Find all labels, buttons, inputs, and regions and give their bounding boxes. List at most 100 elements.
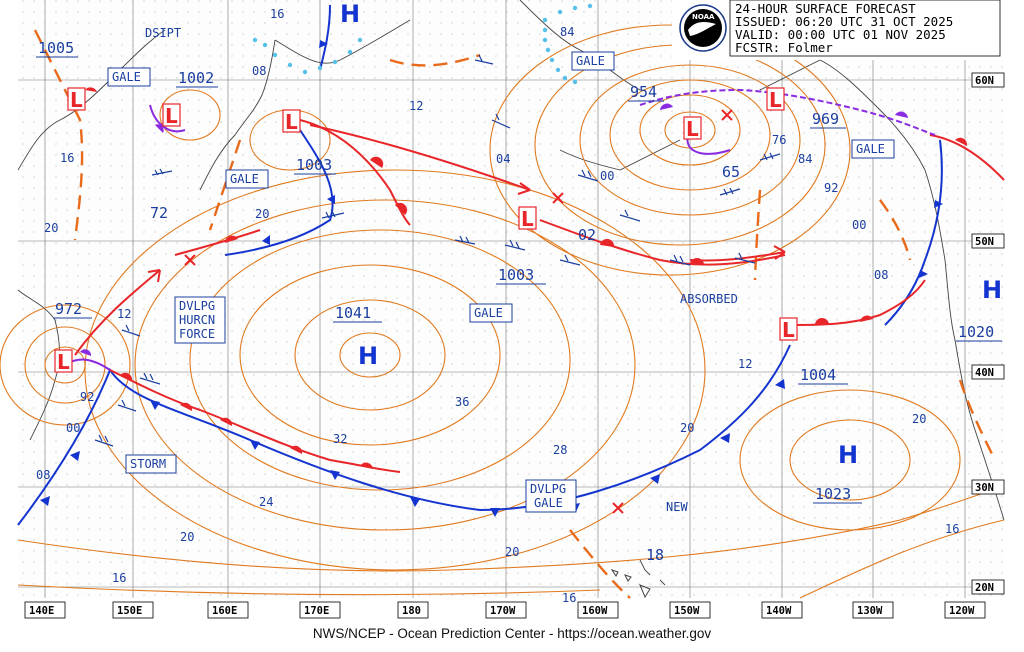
svg-text:84: 84 bbox=[560, 25, 574, 39]
svg-text:16: 16 bbox=[60, 151, 74, 165]
svg-text:L: L bbox=[70, 88, 83, 112]
pressure-label: 1002 bbox=[178, 69, 214, 87]
absorbed-label: ABSORBED bbox=[680, 292, 738, 306]
header-forecaster: FCSTR: Folmer bbox=[735, 40, 833, 55]
svg-text:12: 12 bbox=[117, 307, 131, 321]
svg-text:16: 16 bbox=[562, 591, 576, 605]
warning-label: STORM bbox=[130, 457, 166, 471]
header-issued: ISSUED: 06:20 UTC 31 OCT 2025 bbox=[735, 14, 953, 29]
pressure-label: 969 bbox=[812, 110, 839, 128]
lon-tick: 130W bbox=[857, 605, 883, 617]
new-label: NEW bbox=[666, 500, 688, 514]
longitude-ticks: 140E 150E 160E 170E 180 170W 160W 150W 1… bbox=[24, 601, 986, 619]
pressure-values: 1005 1002 1003 954 969 1003 972 1004 104… bbox=[36, 39, 1002, 504]
svg-text:L: L bbox=[686, 117, 699, 141]
svg-text:00: 00 bbox=[66, 421, 80, 435]
center-symbols: L L L L L L L L H H H H bbox=[54, 0, 1002, 469]
svg-text:18: 18 bbox=[646, 546, 664, 564]
warning-labels: GALE GALE GALE GALE GALE STORM DVLPG HUR… bbox=[107, 26, 895, 514]
svg-text:20: 20 bbox=[680, 421, 694, 435]
lon-tick: 170W bbox=[490, 605, 516, 617]
lon-tick: 150E bbox=[117, 605, 142, 617]
svg-text:20: 20 bbox=[255, 207, 269, 221]
svg-text:76: 76 bbox=[772, 133, 786, 147]
svg-text:12: 12 bbox=[409, 99, 423, 113]
svg-text:08: 08 bbox=[874, 268, 888, 282]
lon-tick: 150W bbox=[674, 605, 700, 617]
svg-text:H: H bbox=[340, 0, 360, 28]
svg-text:20: 20 bbox=[180, 530, 194, 544]
warning-label: GALE bbox=[112, 70, 141, 84]
svg-text:92: 92 bbox=[824, 181, 838, 195]
svg-text:20: 20 bbox=[44, 221, 58, 235]
svg-text:02: 02 bbox=[578, 226, 596, 244]
svg-text:NOAA: NOAA bbox=[692, 13, 715, 21]
low-centers: L L L L L L L L bbox=[54, 87, 798, 374]
svg-text:16: 16 bbox=[112, 571, 126, 585]
pressure-label: 1020 bbox=[958, 323, 994, 341]
lat-tick: 60N bbox=[975, 75, 994, 87]
coastlines bbox=[17, 0, 1005, 586]
cold-fronts bbox=[17, 4, 943, 526]
svg-text:12: 12 bbox=[738, 357, 752, 371]
warning-label: GALE bbox=[230, 172, 259, 186]
svg-text:65: 65 bbox=[722, 163, 740, 181]
lat-tick: 30N bbox=[975, 482, 994, 494]
svg-text:L: L bbox=[521, 207, 534, 231]
dvlpg-gale-line: GALE bbox=[534, 496, 563, 510]
svg-text:L: L bbox=[769, 88, 782, 112]
svg-text:H: H bbox=[982, 276, 1002, 304]
svg-text:84: 84 bbox=[798, 152, 812, 166]
svg-text:L: L bbox=[165, 104, 178, 128]
svg-text:L: L bbox=[285, 110, 298, 134]
pressure-label: 1003 bbox=[498, 266, 534, 284]
svg-text:20: 20 bbox=[505, 545, 519, 559]
svg-text:00: 00 bbox=[600, 169, 614, 183]
svg-text:L: L bbox=[57, 350, 70, 374]
ice-edge bbox=[252, 3, 593, 85]
lat-tick: 40N bbox=[975, 367, 994, 379]
pressure-label: 1003 bbox=[296, 156, 332, 174]
pressure-label: 1041 bbox=[335, 304, 371, 322]
lon-tick: 120W bbox=[949, 605, 975, 617]
svg-text:16: 16 bbox=[270, 7, 284, 21]
warm-fronts bbox=[85, 87, 1005, 473]
svg-text:08: 08 bbox=[36, 468, 50, 482]
svg-text:16: 16 bbox=[945, 522, 959, 536]
dvlpg-hurcn-line: FORCE bbox=[179, 327, 215, 341]
lon-tick: 140E bbox=[29, 605, 54, 617]
lon-tick: 180 bbox=[402, 605, 421, 617]
svg-text:32: 32 bbox=[333, 432, 347, 446]
svg-text:H: H bbox=[358, 342, 378, 370]
lat-tick: 50N bbox=[975, 236, 994, 248]
pressure-label: 1004 bbox=[800, 366, 836, 384]
warning-label: GALE bbox=[856, 142, 885, 156]
dsipt-label: DSIPT bbox=[145, 26, 181, 40]
noaa-logo: NOAA bbox=[679, 4, 727, 52]
pressure-label: 972 bbox=[55, 300, 82, 318]
svg-text:20: 20 bbox=[912, 412, 926, 426]
svg-text:72: 72 bbox=[150, 204, 168, 222]
header-title: 24-HOUR SURFACE FORECAST bbox=[735, 1, 916, 16]
svg-text:08: 08 bbox=[252, 64, 266, 78]
position-x-marks bbox=[184, 109, 733, 514]
svg-text:24: 24 bbox=[259, 495, 273, 509]
dvlpg-hurcn-line: HURCN bbox=[179, 313, 215, 327]
svg-text:28: 28 bbox=[553, 443, 567, 457]
high-centers: H H H H bbox=[340, 0, 1002, 469]
lon-tick: 160E bbox=[212, 605, 237, 617]
svg-text:92: 92 bbox=[80, 390, 94, 404]
svg-text:36: 36 bbox=[455, 395, 469, 409]
svg-text:H: H bbox=[838, 441, 858, 469]
footer-credit: NWS/NCEP - Ocean Prediction Center - htt… bbox=[312, 626, 712, 641]
storm-tracks bbox=[74, 124, 786, 356]
svg-text:00: 00 bbox=[852, 218, 866, 232]
hawaii-islands bbox=[610, 569, 651, 599]
lon-tick: 160W bbox=[582, 605, 608, 617]
svg-text:04: 04 bbox=[496, 152, 510, 166]
warning-label: GALE bbox=[576, 54, 605, 68]
warning-label: GALE bbox=[474, 306, 503, 320]
pressure-label: 1005 bbox=[38, 39, 74, 57]
wind-barbs bbox=[94, 54, 781, 447]
